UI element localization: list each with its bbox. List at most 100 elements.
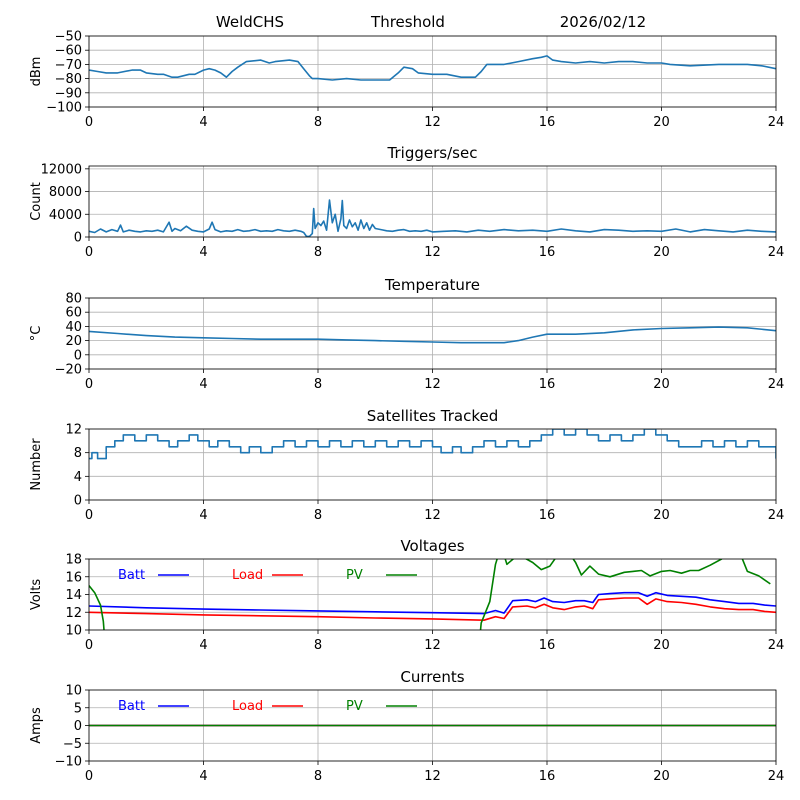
voltages-series-load [89, 597, 776, 621]
triggers-ytick-label: 12000 [41, 162, 82, 177]
signal-xtick-label: 16 [539, 115, 556, 130]
temperature-ytick-label: −20 [55, 363, 82, 378]
temperature-ytick-label: 20 [65, 334, 82, 349]
signal-xtick-label: 4 [199, 115, 207, 130]
currents-xtick-label: 8 [314, 769, 322, 784]
satellites-xtick-label: 8 [314, 508, 322, 523]
signal-axes-frame [88, 35, 777, 108]
signal-xtick-label: 0 [85, 115, 93, 130]
triggers-xtick-label: 24 [768, 245, 785, 260]
voltages-legend-label-batt: Batt [118, 568, 145, 583]
triggers-ytick-label: 4000 [49, 208, 82, 223]
currents-legend-label-pv: PV [346, 699, 363, 714]
triggers-xtick-label: 8 [314, 245, 322, 260]
signal-xtick-label: 24 [768, 115, 785, 130]
currents-legend-label-batt: Batt [118, 699, 145, 714]
signal-ytick-label: −50 [55, 30, 82, 45]
triggers-xtick-label: 0 [85, 245, 93, 260]
currents-xtick-label: 4 [199, 769, 207, 784]
satellites-xtick-label: 4 [199, 508, 207, 523]
voltages-ytick-label: 16 [65, 570, 82, 585]
voltages-xtick-label: 12 [424, 638, 441, 653]
voltages-ylabel: Volts [29, 579, 44, 611]
triggers-xtick-label: 4 [199, 245, 207, 260]
satellites-xtick-label: 20 [653, 508, 670, 523]
temperature-axes-frame [88, 297, 777, 370]
figure-header: WeldCHS Threshold 2026/02/12 [216, 13, 646, 31]
voltages-xtick-label: 0 [85, 638, 93, 653]
temperature-xtick-label: 24 [768, 377, 785, 392]
triggers-axes-frame [88, 165, 777, 238]
signal-series-signal [89, 55, 776, 81]
temperature-ylabel: °C [29, 326, 44, 342]
temperature-xtick-label: 16 [539, 377, 556, 392]
triggers-xtick-label: 20 [653, 245, 670, 260]
temperature-xtick-label: 20 [653, 377, 670, 392]
temperature-ytick-label: 80 [65, 292, 82, 307]
satellites-xtick-label: 12 [424, 508, 441, 523]
voltages-xtick-label: 16 [539, 638, 556, 653]
voltages-title: Voltages [400, 537, 464, 555]
currents-axes-frame [88, 689, 777, 762]
currents-xtick-label: 24 [768, 769, 785, 784]
voltages-xtick-label: 20 [653, 638, 670, 653]
temperature-title: Temperature [384, 276, 480, 294]
satellites-xtick-label: 16 [539, 508, 556, 523]
satellites-xtick-label: 24 [768, 508, 785, 523]
temperature-xtick-label: 8 [314, 377, 322, 392]
satellites-title: Satellites Tracked [367, 407, 498, 425]
temperature-xtick-label: 4 [199, 377, 207, 392]
satellites-xtick-label: 0 [85, 508, 93, 523]
header-station: WeldCHS [216, 13, 284, 31]
signal-ytick-label: −60 [55, 44, 82, 59]
currents-ytick-label: 0 [74, 719, 82, 734]
voltages-legend: Batt Load PV [118, 568, 417, 583]
satellites-series-satellites [89, 429, 776, 460]
chart-currents: 0 4 8 12 16 20 24 −10 −5 0 5 10 Currents Amps Batt Load… [29, 668, 784, 784]
triggers-series-triggers [89, 199, 776, 237]
triggers-ylabel: Count [29, 182, 44, 221]
signal-xtick-label: 8 [314, 115, 322, 130]
currents-xtick-label: 12 [424, 769, 441, 784]
chart-signal: 0 4 8 12 16 20 24 −100−90−80−70−60−50 dBm [29, 30, 784, 131]
signal-ytick-label: −70 [55, 58, 82, 73]
currents-xtick-label: 0 [85, 769, 93, 784]
voltages-series-batt [89, 591, 776, 615]
triggers-xtick-label: 12 [424, 245, 441, 260]
triggers-xtick-label: 16 [539, 245, 556, 260]
satellites-ytick-label: 4 [74, 470, 82, 485]
currents-ytick-label: −5 [63, 737, 82, 752]
signal-ytick-label: −100 [46, 101, 82, 116]
satellites-ytick-label: 12 [65, 423, 82, 438]
currents-xtick-label: 20 [653, 769, 670, 784]
triggers-ytick-label: 0 [74, 231, 82, 246]
currents-ytick-label: 10 [65, 684, 82, 699]
voltages-xtick-label: 24 [768, 638, 785, 653]
satellites-ytick-label: 0 [74, 494, 82, 509]
header-date: 2026/02/12 [560, 13, 646, 31]
triggers-series-group [89, 199, 776, 237]
voltages-ytick-label: 12 [65, 606, 82, 621]
voltages-xtick-label: 4 [199, 638, 207, 653]
voltages-legend-label-pv: PV [346, 568, 363, 583]
signal-xtick-label: 20 [653, 115, 670, 130]
currents-title: Currents [400, 668, 464, 686]
chart-triggers: 0 4 8 12 16 20 24 0 4000 8000 12000 Triggers/sec Cou… [29, 144, 784, 260]
currents-ytick-label: 5 [74, 701, 82, 716]
currents-ytick-label: −10 [55, 755, 82, 770]
temperature-xtick-label: 0 [85, 377, 93, 392]
signal-ytick-label: −80 [55, 72, 82, 87]
voltages-legend-label-load: Load [232, 568, 263, 583]
voltages-ytick-label: 10 [65, 624, 82, 639]
currents-ylabel: Amps [29, 707, 44, 744]
temperature-ytick-label: 60 [65, 306, 82, 321]
temperature-series-temperature [89, 326, 776, 344]
chart-satellites: 0 4 8 12 16 20 24 0 4 8 12 Satellites Tracked Number [29, 407, 784, 523]
temperature-ytick-label: 40 [65, 320, 82, 335]
temperature-ytick-label: 0 [74, 348, 82, 363]
satellites-series-group [89, 429, 776, 460]
signal-xtick-label: 12 [424, 115, 441, 130]
